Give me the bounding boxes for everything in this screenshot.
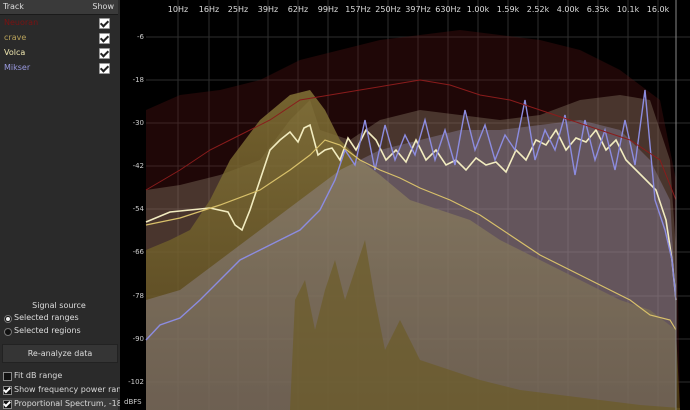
db-label: -30 — [132, 119, 144, 127]
db-unit-label: dBFS — [124, 398, 142, 406]
show-checkbox[interactable] — [99, 48, 110, 59]
spectrum-plot[interactable]: 10Hz 16Hz 25Hz 39Hz 62Hz 99Hz 157Hz 250H… — [120, 0, 690, 410]
db-label: -6 — [137, 33, 144, 41]
reanalyze-button[interactable]: Re-analyze data — [2, 344, 118, 363]
track-name: Neuoran — [4, 18, 39, 27]
left-panel: Track Show Neuoran crave Volca Mikser Si… — [0, 0, 132, 410]
signal-source-group: Signal source Selected ranges Selected r… — [0, 299, 118, 339]
freq-label: 2.52k — [526, 5, 550, 14]
track-name: Volca — [4, 48, 26, 57]
track-row-crave[interactable]: crave — [0, 30, 118, 45]
db-label: -18 — [132, 76, 144, 84]
crave-spectrum-line — [145, 139, 677, 331]
freq-label: 16Hz — [198, 5, 220, 14]
freq-label: 1.59k — [496, 5, 520, 14]
spectrum-graph — [145, 0, 690, 410]
fit-db-range-option[interactable]: Fit dB range — [0, 370, 118, 382]
track-row-neuoran[interactable]: Neuoran — [0, 15, 118, 30]
show-frequency-power-range-option[interactable]: Show frequency power range — [0, 384, 131, 396]
mikser-spectrum-line — [145, 89, 677, 341]
proportional-spectrum-label: Proportional Spectrum, -18dB — [14, 399, 133, 408]
show-frequency-power-range-label: Show frequency power range — [14, 385, 132, 394]
db-label: -102 — [128, 378, 144, 386]
freq-label: 10Hz — [167, 5, 189, 14]
db-label: -66 — [132, 248, 144, 256]
freq-label: 1.00k — [466, 5, 490, 14]
db-label: -90 — [132, 335, 144, 343]
db-label: -54 — [132, 205, 144, 213]
freq-label: 99Hz — [317, 5, 339, 14]
selected-ranges-radio[interactable] — [4, 315, 12, 323]
signal-source-title: Signal source — [32, 301, 86, 310]
track-list-header: Track Show — [0, 0, 118, 15]
proportional-spectrum-option[interactable]: Proportional Spectrum, -18dB — [0, 398, 132, 410]
track-column-header: Track — [3, 2, 24, 11]
db-label: -42 — [132, 162, 144, 170]
db-label: -78 — [132, 292, 144, 300]
low-band-area — [290, 240, 680, 410]
selected-ranges-label[interactable]: Selected ranges — [14, 313, 79, 322]
freq-label: 4.00k — [556, 5, 580, 14]
selected-regions-radio[interactable] — [4, 328, 12, 336]
proportional-spectrum-checkbox[interactable] — [3, 400, 12, 409]
freq-label: 397Hz — [405, 5, 431, 14]
selected-regions-label[interactable]: Selected regions — [14, 326, 81, 335]
freq-label: 39Hz — [257, 5, 279, 14]
fit-db-range-checkbox[interactable] — [3, 372, 12, 381]
freq-label: 10.1k — [616, 5, 640, 14]
show-frequency-power-range-checkbox[interactable] — [3, 386, 12, 395]
crave-range-area — [146, 90, 680, 410]
freq-label: 62Hz — [287, 5, 309, 14]
freq-label: 157Hz — [345, 5, 371, 14]
freq-label: 16.0k — [646, 5, 670, 14]
volca-spectrum-line — [145, 123, 677, 301]
show-column-header: Show — [92, 2, 114, 11]
freq-label: 250Hz — [375, 5, 401, 14]
neuoran-spectrum-line — [145, 79, 677, 201]
show-checkbox[interactable] — [99, 33, 110, 44]
show-checkbox[interactable] — [99, 18, 110, 29]
freq-label: 630Hz — [435, 5, 461, 14]
track-row-mikser[interactable]: Mikser — [0, 60, 118, 75]
freq-label: 25Hz — [227, 5, 249, 14]
track-name: crave — [4, 33, 27, 42]
track-name: Mikser — [4, 63, 31, 72]
fit-db-range-label: Fit dB range — [14, 371, 63, 380]
track-row-volca[interactable]: Volca — [0, 45, 118, 60]
show-checkbox[interactable] — [99, 63, 110, 74]
freq-label: 6.35k — [586, 5, 610, 14]
mikser-range-area — [146, 120, 676, 410]
